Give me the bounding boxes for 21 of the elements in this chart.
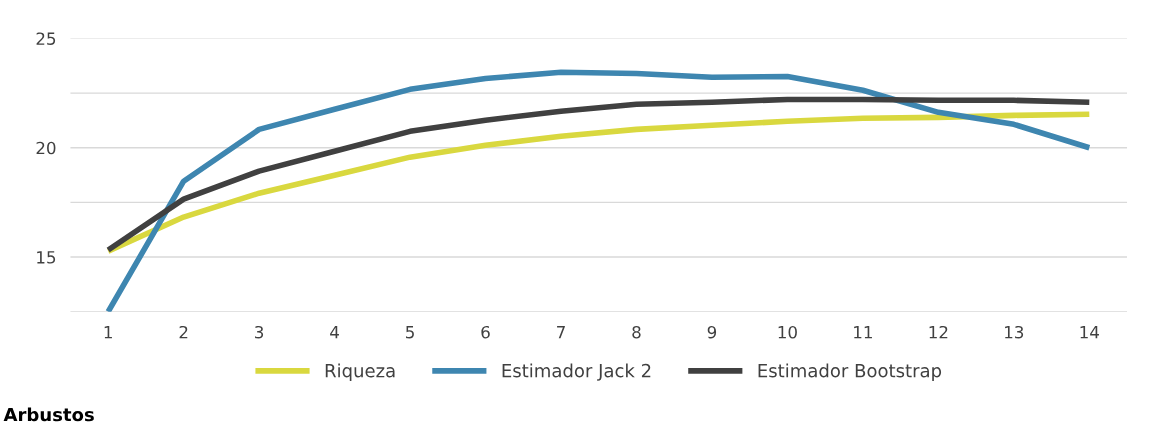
x-tick-label: 1 <box>104 326 112 339</box>
x-tick-label: 13 <box>1005 325 1024 339</box>
x-tick-label: 5 <box>406 326 414 339</box>
legend-label: Estimador Bootstrap <box>758 363 942 381</box>
x-tick-label: 10 <box>778 325 797 339</box>
x-tick-label: 11 <box>854 326 872 339</box>
y-tick-label: 25 <box>36 32 56 45</box>
legend-label: Estimador Jack 2 <box>502 363 651 381</box>
x-tick-label: 4 <box>330 326 339 339</box>
text: Arbustos <box>3 407 94 422</box>
y-tick-label: 15 <box>37 251 56 264</box>
x-tick-label: 12 <box>929 325 948 339</box>
x-tick-label: 6 <box>481 325 490 339</box>
x-tick-label: 8 <box>632 325 641 339</box>
x-tick-label: 9 <box>707 325 717 339</box>
legend-label: Riqueza <box>325 363 395 381</box>
x-tick-label: 2 <box>179 325 188 339</box>
x-tick-label: 14 <box>1080 326 1099 339</box>
y-tick-label: 20 <box>36 141 56 155</box>
x-tick-label: 7 <box>557 326 565 339</box>
x-tick-label: 3 <box>255 325 264 339</box>
